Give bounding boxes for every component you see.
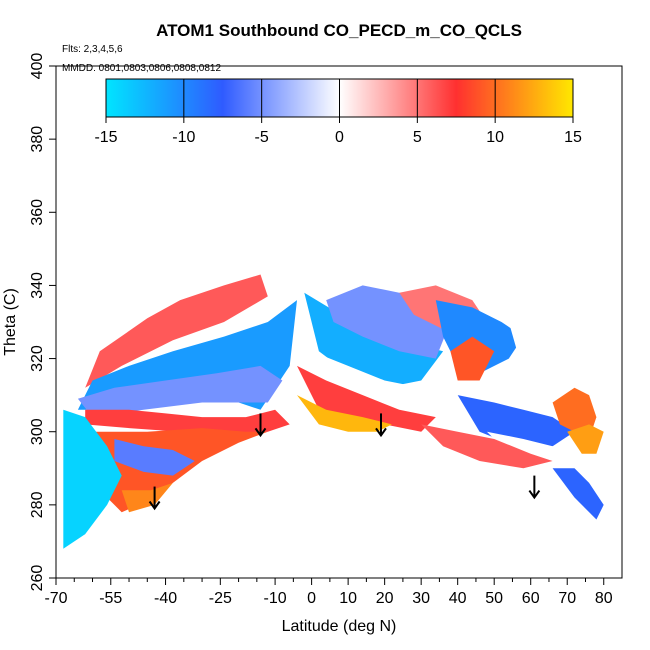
y-tick-label: 300 xyxy=(29,418,46,445)
x-axis-label: Latitude (deg N) xyxy=(282,618,397,635)
field-region-3 xyxy=(77,365,283,418)
colorbar-tick-label: -10 xyxy=(172,129,195,146)
plot-frame xyxy=(55,65,623,579)
field-region-8 xyxy=(121,482,173,513)
y-tick-label: 380 xyxy=(29,126,46,153)
tropopause-arrows xyxy=(148,413,541,511)
field-region-1 xyxy=(85,274,268,388)
dates-note: MMDD: 0801,0803,0806,0808,0812 xyxy=(62,63,221,74)
x-tick-label: 40 xyxy=(449,590,467,607)
colorbar: -15 -10 -5 0 5 10 15 xyxy=(94,78,582,146)
y-tick-label: 260 xyxy=(29,565,46,592)
field-region-13 xyxy=(297,365,436,432)
colorbar-ticks: -15 -10 -5 0 5 10 15 xyxy=(94,79,582,146)
heatmap-field xyxy=(63,256,604,549)
tropopause-arrow-2 xyxy=(375,413,387,438)
x-tick-label: 70 xyxy=(558,590,576,607)
x-tick-label: 30 xyxy=(412,590,430,607)
x-tick-label: -70 xyxy=(44,590,67,607)
field-region-19 xyxy=(457,395,575,447)
x-tick-label: -10 xyxy=(264,590,287,607)
tropopause-arrow-0 xyxy=(148,486,161,511)
colorbar-tick-label: 5 xyxy=(413,129,422,146)
field-region-4 xyxy=(85,409,290,436)
x-tick-label: 60 xyxy=(522,590,540,607)
x-tick-label: 50 xyxy=(485,590,503,607)
field-region-12 xyxy=(311,351,451,418)
y-axis-label: Theta (C) xyxy=(2,288,19,356)
y-tick-label: 400 xyxy=(29,53,46,80)
x-axis: -70 -55 -40 -25 -10 0 10 20 30 40 50 60 70 80 xyxy=(44,578,613,607)
colorbar-tick-label: 15 xyxy=(564,129,582,146)
y-axis: 260 280 300 320 340 360 380 400 xyxy=(29,53,56,592)
x-tick-label: -25 xyxy=(209,590,232,607)
field-region-7 xyxy=(63,409,122,549)
flights-note: Flts: 2,3,4,5,6 xyxy=(62,44,123,55)
x-tick-label: 0 xyxy=(307,590,316,607)
field-region-6 xyxy=(114,439,195,476)
field-region-14 xyxy=(297,395,392,432)
colorbar-tick-label: 0 xyxy=(335,129,344,146)
tropopause-arrow-1 xyxy=(254,413,267,438)
colorbar-tick-label: 10 xyxy=(486,129,504,146)
x-tick-label: 10 xyxy=(339,590,357,607)
colorbar-tick-label: -15 xyxy=(94,129,117,146)
field-region-17 xyxy=(450,336,495,381)
field-region-23 xyxy=(552,468,604,520)
y-tick-label: 320 xyxy=(29,345,46,372)
x-tick-label: 80 xyxy=(595,590,613,607)
x-tick-label: 20 xyxy=(376,590,394,607)
x-tick-label: -40 xyxy=(154,590,177,607)
chart-title: ATOM1 Southbound CO_PECD_m_CO_QCLS xyxy=(156,21,522,40)
field-region-22 xyxy=(421,424,553,469)
y-tick-label: 340 xyxy=(29,272,46,299)
field-region-24 xyxy=(567,424,604,454)
x-tick-label: -55 xyxy=(99,590,122,607)
y-tick-label: 280 xyxy=(29,491,46,518)
y-tick-label: 360 xyxy=(29,199,46,226)
tropopause-arrow-3 xyxy=(528,475,541,500)
colorbar-tick-label: -5 xyxy=(255,129,269,146)
